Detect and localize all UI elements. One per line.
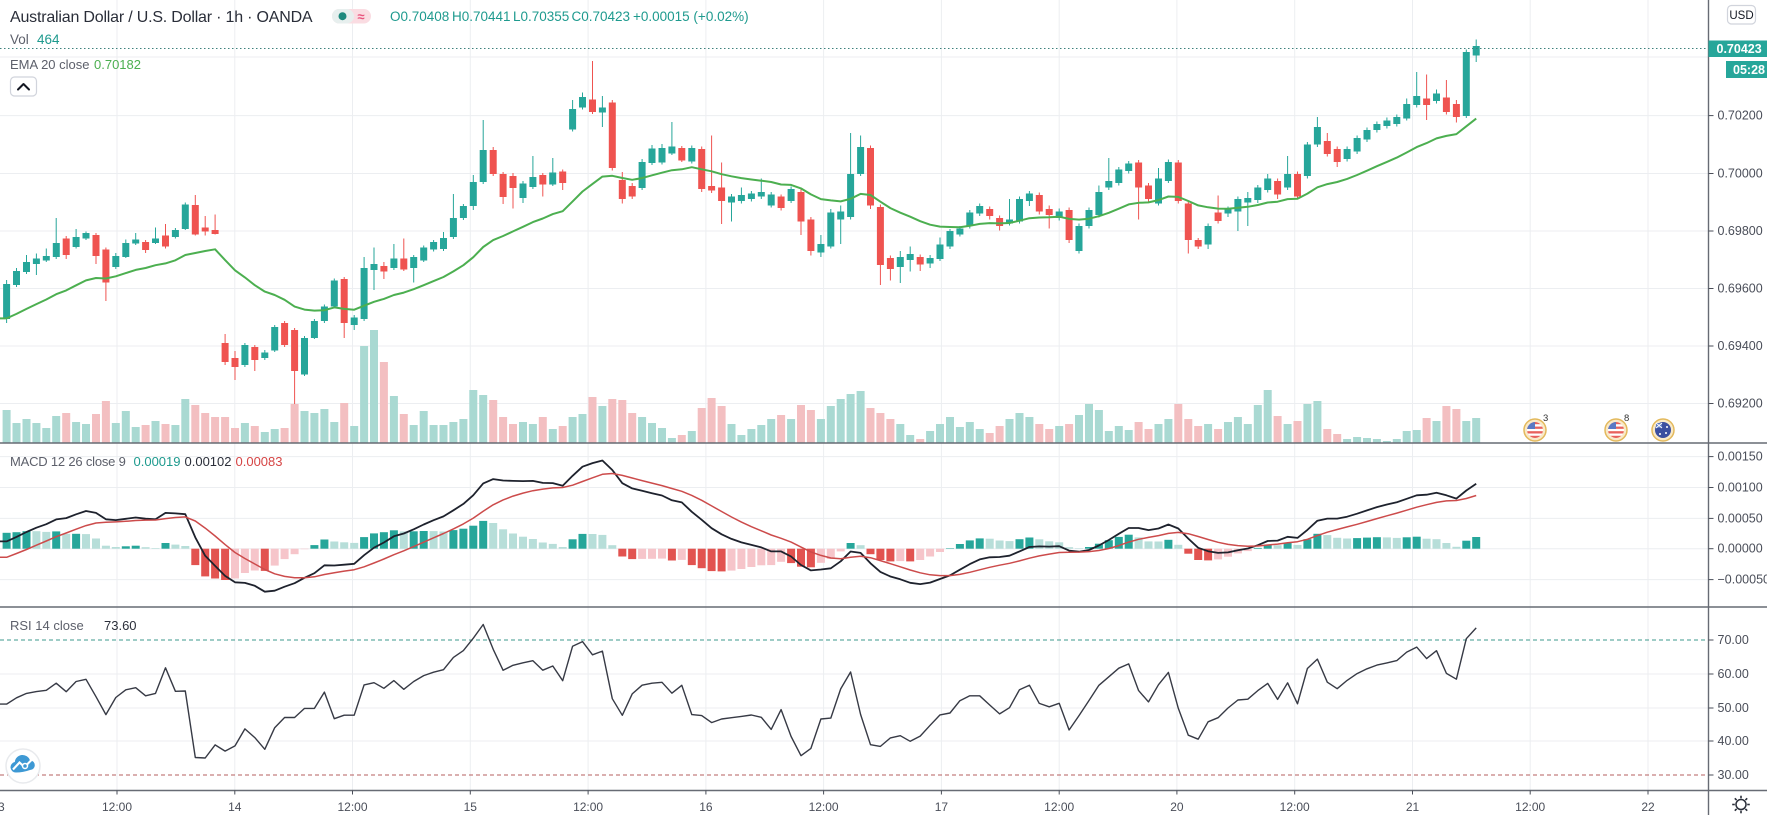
svg-text:C0.70423: C0.70423 (572, 9, 631, 24)
svg-text:70.00: 70.00 (1718, 633, 1749, 647)
svg-text:8: 8 (1624, 413, 1629, 424)
svg-text:0.69800: 0.69800 (1718, 224, 1763, 238)
svg-text:+0.00015 (+0.02%): +0.00015 (+0.02%) (633, 9, 749, 24)
svg-text:12:00: 12:00 (1515, 800, 1545, 814)
svg-text:0.69200: 0.69200 (1718, 397, 1763, 411)
svg-text:12:00: 12:00 (809, 800, 839, 814)
svg-text:Australian Dollar / U.S. Dolla: Australian Dollar / U.S. Dollar · 1h · O… (10, 9, 313, 26)
svg-text:73.60: 73.60 (104, 618, 137, 633)
svg-text:12:00: 12:00 (1044, 800, 1074, 814)
svg-text:0.00050: 0.00050 (1718, 511, 1763, 525)
svg-text:17: 17 (935, 800, 949, 814)
svg-text:≈: ≈ (357, 9, 364, 24)
svg-text:EMA 20 close: EMA 20 close (10, 57, 90, 72)
svg-text:15: 15 (464, 800, 478, 814)
svg-text:21: 21 (1406, 800, 1420, 814)
svg-text:0.70423: 0.70423 (1717, 42, 1762, 56)
svg-text:0.00000: 0.00000 (1718, 542, 1763, 556)
svg-text:0.00150: 0.00150 (1718, 450, 1763, 464)
svg-text:−0.00050: −0.00050 (1718, 573, 1767, 587)
svg-text:0.00102: 0.00102 (185, 454, 232, 469)
svg-text:0.70200: 0.70200 (1718, 109, 1763, 123)
svg-text:0.70182: 0.70182 (94, 57, 141, 72)
svg-text:05:28: 05:28 (1733, 63, 1765, 77)
svg-text:0.69400: 0.69400 (1718, 339, 1763, 353)
svg-text:40.00: 40.00 (1718, 734, 1749, 748)
svg-text:Vol: Vol (10, 32, 29, 47)
svg-text:20: 20 (1170, 800, 1184, 814)
svg-text:50.00: 50.00 (1718, 701, 1749, 715)
svg-text:16: 16 (699, 800, 713, 814)
svg-text:0.00100: 0.00100 (1718, 481, 1763, 495)
svg-text:12:00: 12:00 (573, 800, 603, 814)
svg-text:0.00019: 0.00019 (134, 454, 181, 469)
svg-text:12:00: 12:00 (1280, 800, 1310, 814)
svg-text:12:00: 12:00 (102, 800, 132, 814)
svg-text:L0.70355: L0.70355 (513, 9, 569, 24)
svg-text:464: 464 (37, 32, 60, 47)
svg-text:0.00083: 0.00083 (236, 454, 283, 469)
svg-text:MACD 12 26 close 9: MACD 12 26 close 9 (10, 454, 126, 469)
svg-text:3: 3 (1543, 413, 1548, 424)
svg-text:USD: USD (1729, 10, 1753, 22)
svg-text:RSI 14 close: RSI 14 close (10, 618, 84, 633)
svg-text:14: 14 (228, 800, 242, 814)
svg-text:3: 3 (0, 800, 5, 814)
svg-text:30.00: 30.00 (1718, 768, 1749, 782)
svg-text:O0.70408: O0.70408 (390, 9, 449, 24)
svg-text:0.69600: 0.69600 (1718, 282, 1763, 296)
svg-text:H0.70441: H0.70441 (452, 9, 511, 24)
svg-text:22: 22 (1641, 800, 1655, 814)
svg-text:0.70000: 0.70000 (1718, 167, 1763, 181)
svg-text:12:00: 12:00 (337, 800, 367, 814)
svg-text:60.00: 60.00 (1718, 667, 1749, 681)
